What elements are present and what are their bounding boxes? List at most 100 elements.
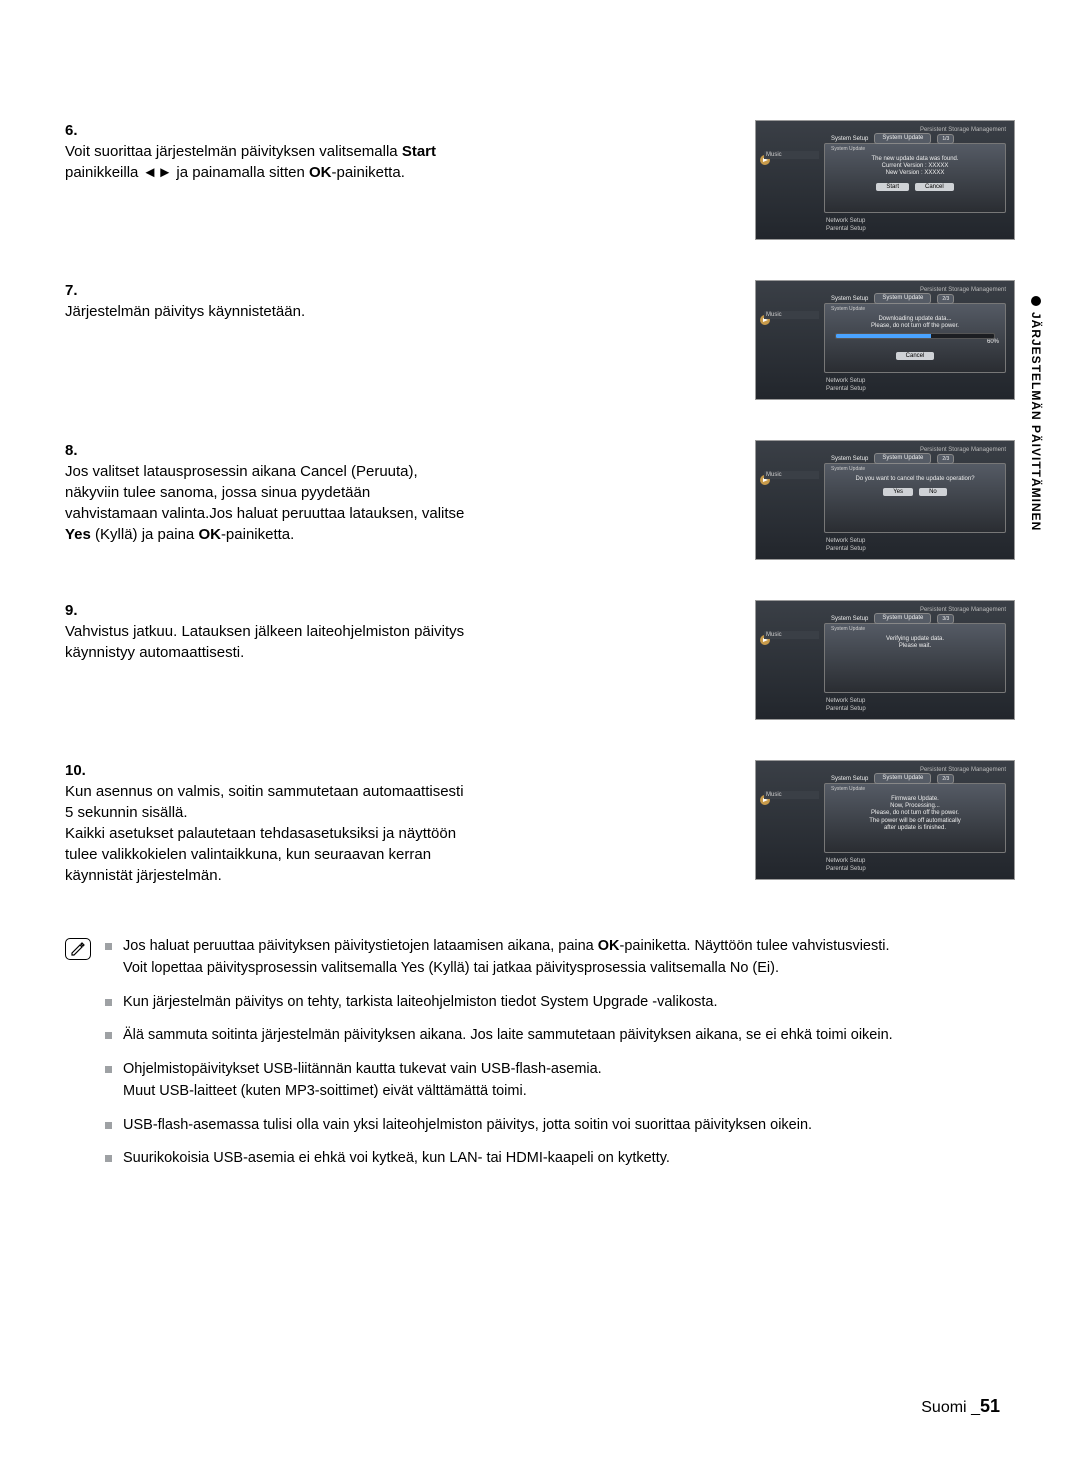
thumb-header-num: 3/3: [937, 614, 954, 624]
step-text: 10.Kun asennus on valmis, soitin sammute…: [65, 760, 505, 886]
step-screenshot-col: Persistent Storage ManagementMusicSystem…: [755, 120, 1015, 240]
thumb-message-line: Please wait.: [831, 643, 999, 650]
thumb-message-line: Downloading update data...: [831, 316, 999, 323]
footer-sep: _: [971, 1399, 980, 1416]
note-item: Älä sammuta soitinta järjestelmän päivit…: [105, 1025, 893, 1047]
step-text: 6.Voit suorittaa järjestelmän päivitykse…: [65, 120, 505, 183]
progress-label: 60%: [831, 339, 999, 346]
thumb-button: Cancel: [896, 352, 935, 360]
thumb-header-num: 2/3: [937, 294, 954, 304]
side-label-text: JÄRJESTELMÄN PÄIVITTÄMINEN: [1029, 312, 1043, 531]
thumb-message-line: The power will be off automatically: [831, 818, 999, 825]
thumb-button-row: Cancel: [831, 352, 999, 360]
thumb-dialog: System SetupSystem Update3/3System Updat…: [824, 623, 1006, 693]
thumb-submenu: System Update: [831, 626, 999, 632]
thumb-submenu: System Update: [831, 466, 999, 472]
thumb-header-pill: System Update: [874, 293, 931, 304]
step-number: 6.: [65, 120, 89, 141]
thumb-sidebar: Music: [764, 151, 819, 165]
note-item: USB-flash-asemassa tulisi olla vain yksi…: [105, 1115, 893, 1137]
thumb-header-pill: System Update: [874, 773, 931, 784]
setup-screenshot: Persistent Storage ManagementMusicSystem…: [755, 440, 1015, 560]
thumb-button: Yes: [883, 488, 913, 496]
thumb-header-pill: System Update: [874, 453, 931, 464]
step-number: 7.: [65, 280, 89, 301]
thumb-below-menu: Network SetupParental Setup: [824, 217, 1014, 233]
note-item: Jos haluat peruuttaa päivityksen päivity…: [105, 936, 893, 980]
thumb-header-num: 2/3: [937, 774, 954, 784]
note-item: Ohjelmistopäivitykset USB-liitännän kaut…: [105, 1059, 893, 1103]
thumb-header-num: 1/3: [937, 134, 954, 144]
step-body: Vahvistus jatkuu. Latauksen jälkeen lait…: [65, 621, 465, 663]
thumb-sidebar: Music: [764, 791, 819, 805]
note-item: Suurikokoisia USB-asemia ei ehkä voi kyt…: [105, 1148, 893, 1170]
thumb-button: No: [919, 488, 947, 496]
thumb-message-line: Firmware Update.: [831, 796, 999, 803]
thumb-message-line: Please, do not turn off the power.: [831, 323, 999, 330]
step-text: 8.Jos valitset latausprosessin aikana Ca…: [65, 440, 505, 545]
thumb-message-line: after update is finished.: [831, 825, 999, 832]
notes-block: Jos haluat peruuttaa päivityksen päivity…: [65, 936, 1015, 1182]
step-number: 10.: [65, 760, 89, 781]
instruction-step: 10.Kun asennus on valmis, soitin sammute…: [65, 760, 1015, 886]
thumb-dialog-header: System SetupSystem Update2/3: [831, 453, 954, 464]
manual-page: 6.Voit suorittaa järjestelmän päivitykse…: [0, 0, 1080, 1472]
thumb-message-line: Do you want to cancel the update operati…: [831, 476, 999, 483]
thumb-header-num: 2/3: [937, 454, 954, 464]
thumb-dialog: System SetupSystem Update2/3System Updat…: [824, 303, 1006, 373]
thumb-dialog-header: System SetupSystem Update3/3: [831, 613, 954, 624]
thumb-dialog-header: System SetupSystem Update2/3: [831, 773, 954, 784]
progress-bar: [835, 333, 995, 339]
step-text: 7.Järjestelmän päivitys käynnistetään.: [65, 280, 505, 322]
step-number: 9.: [65, 600, 89, 621]
setup-screenshot: Persistent Storage ManagementMusicSystem…: [755, 760, 1015, 880]
step-text: 9.Vahvistus jatkuu. Latauksen jälkeen la…: [65, 600, 505, 663]
footer-lang: Suomi: [921, 1399, 966, 1416]
step-screenshot-col: Persistent Storage ManagementMusicSystem…: [755, 600, 1015, 720]
thumb-sidebar: Music: [764, 311, 819, 325]
steps-list: 6.Voit suorittaa järjestelmän päivitykse…: [65, 120, 1015, 886]
thumb-below-menu: Network SetupParental Setup: [824, 857, 1014, 873]
step-body: Kun asennus on valmis, soitin sammutetaa…: [65, 781, 465, 886]
instruction-step: 9.Vahvistus jatkuu. Latauksen jälkeen la…: [65, 600, 1015, 720]
thumb-message-line: Current Version : XXXXX: [831, 163, 999, 170]
thumb-submenu: System Update: [831, 146, 999, 152]
side-dot-icon: [1031, 296, 1041, 306]
pencil-note-icon: [65, 938, 91, 960]
thumb-message-line: New Version : XXXXX: [831, 170, 999, 177]
step-screenshot-col: Persistent Storage ManagementMusicSystem…: [755, 760, 1015, 880]
thumb-dialog-header: System SetupSystem Update1/3: [831, 133, 954, 144]
thumb-sidebar: Music: [764, 471, 819, 485]
thumb-sidebar: Music: [764, 631, 819, 645]
setup-screenshot: Persistent Storage ManagementMusicSystem…: [755, 280, 1015, 400]
thumb-submenu: System Update: [831, 786, 999, 792]
step-screenshot-col: Persistent Storage ManagementMusicSystem…: [755, 280, 1015, 400]
section-side-label: JÄRJESTELMÄN PÄIVITTÄMINEN: [1026, 296, 1046, 531]
thumb-header-pill: System Update: [874, 133, 931, 144]
thumb-below-menu: Network SetupParental Setup: [824, 537, 1014, 553]
setup-screenshot: Persistent Storage ManagementMusicSystem…: [755, 600, 1015, 720]
notes-list: Jos haluat peruuttaa päivityksen päivity…: [105, 936, 893, 1182]
thumb-dialog-header: System SetupSystem Update2/3: [831, 293, 954, 304]
thumb-message-line: The new update data was found.: [831, 156, 999, 163]
thumb-dialog: System SetupSystem Update2/3System Updat…: [824, 463, 1006, 533]
thumb-button-row: Yes No: [831, 488, 999, 496]
page-footer: Suomi _51: [921, 1396, 1000, 1417]
thumb-submenu: System Update: [831, 306, 999, 312]
instruction-step: 7.Järjestelmän päivitys käynnistetään. Pe…: [65, 280, 1015, 400]
thumb-dialog: System SetupSystem Update2/3System Updat…: [824, 783, 1006, 853]
thumb-dialog: System SetupSystem Update1/3System Updat…: [824, 143, 1006, 213]
thumb-below-menu: Network SetupParental Setup: [824, 377, 1014, 393]
thumb-message-line: Verifying update data.: [831, 636, 999, 643]
instruction-step: 8.Jos valitset latausprosessin aikana Ca…: [65, 440, 1015, 560]
thumb-button: Start: [876, 183, 909, 191]
thumb-message-line: Now, Processing...: [831, 803, 999, 810]
thumb-message-line: Please, do not turn off the power.: [831, 810, 999, 817]
step-body: Jos valitset latausprosessin aikana Canc…: [65, 461, 465, 545]
footer-page: 51: [980, 1396, 1000, 1416]
thumb-button-row: Start Cancel: [831, 183, 999, 191]
instruction-step: 6.Voit suorittaa järjestelmän päivitykse…: [65, 120, 1015, 240]
thumb-button: Cancel: [915, 183, 954, 191]
thumb-below-menu: Network SetupParental Setup: [824, 697, 1014, 713]
step-screenshot-col: Persistent Storage ManagementMusicSystem…: [755, 440, 1015, 560]
